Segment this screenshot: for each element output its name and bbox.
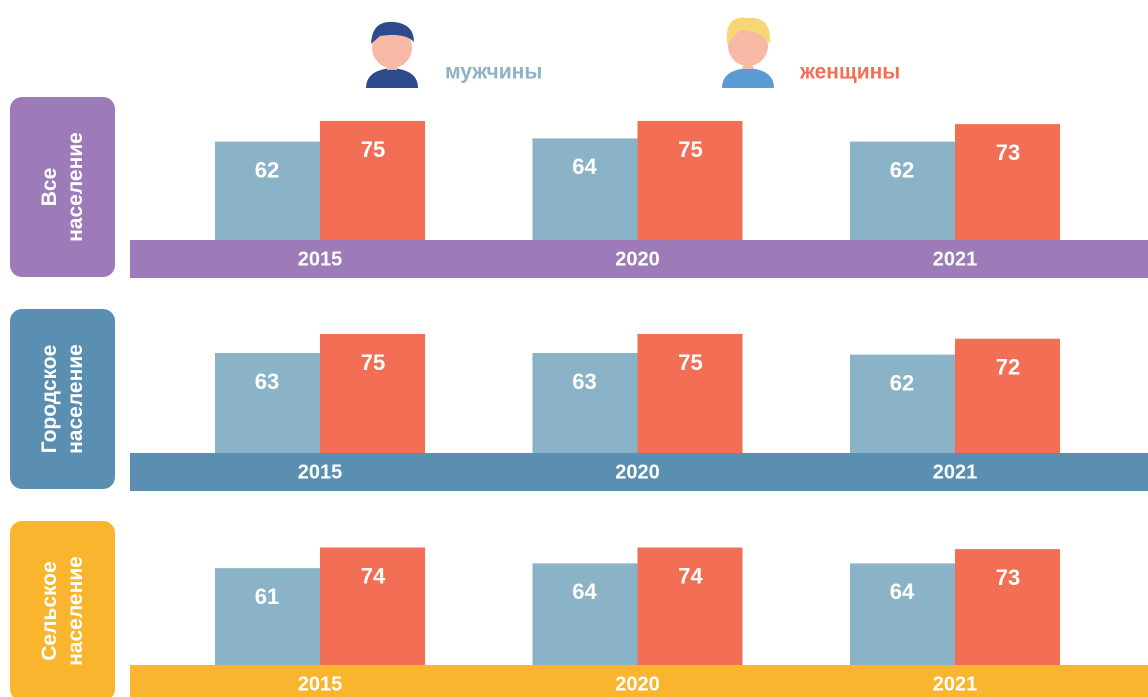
legend-label: мужчины: [445, 61, 542, 84]
value-label: 64: [890, 579, 915, 604]
value-label: 74: [361, 563, 386, 588]
panel-label-box: Все население: [10, 97, 115, 277]
year-label: 2021: [933, 248, 978, 270]
value-label: 72: [996, 355, 1020, 380]
bar: [532, 563, 638, 665]
bar: [637, 333, 743, 453]
value-label: 63: [255, 369, 279, 394]
panel-label-box: Сельское население: [10, 521, 115, 697]
bar: [850, 354, 955, 453]
bar: [850, 563, 955, 665]
value-label: 75: [678, 137, 702, 162]
bar: [955, 549, 1060, 665]
bar: [320, 547, 425, 665]
bar: [532, 352, 638, 453]
panel-title: Все население: [37, 132, 87, 242]
value-label: 73: [996, 140, 1020, 165]
value-label: 64: [572, 579, 597, 604]
panel-title: Городское население: [37, 344, 87, 454]
bar: [850, 141, 955, 240]
panel-title: Сельское население: [37, 556, 87, 666]
year-label: 2020: [615, 673, 660, 695]
year-label: 2020: [615, 461, 660, 483]
year-label: 2015: [298, 248, 343, 270]
male-icon: [366, 21, 418, 88]
value-label: 62: [890, 157, 914, 182]
year-label: 2021: [933, 461, 978, 483]
bar: [215, 352, 320, 453]
bar: [955, 338, 1060, 453]
year-label: 2021: [933, 673, 978, 695]
value-label: 64: [572, 154, 597, 179]
bar: [215, 141, 320, 240]
year-label: 2020: [615, 248, 660, 270]
panel-label-box: Городское население: [10, 309, 115, 489]
female-icon: [722, 17, 774, 88]
bar: [955, 124, 1060, 240]
bar: [320, 333, 425, 453]
value-label: 74: [678, 563, 703, 588]
value-label: 75: [678, 350, 702, 375]
legend-label: женщины: [799, 61, 900, 84]
year-strip: [130, 665, 1148, 697]
bar: [637, 120, 743, 240]
value-label: 63: [572, 369, 596, 394]
bar: [637, 547, 743, 665]
year-strip: [130, 240, 1148, 278]
value-label: 61: [255, 584, 279, 609]
bar: [215, 568, 320, 665]
bar: [320, 120, 425, 240]
year-label: 2015: [298, 461, 343, 483]
value-label: 75: [361, 137, 385, 162]
year-strip: [130, 453, 1148, 491]
value-label: 62: [890, 370, 914, 395]
value-label: 62: [255, 157, 279, 182]
bar: [532, 138, 638, 240]
value-label: 75: [361, 350, 385, 375]
value-label: 73: [996, 565, 1020, 590]
year-label: 2015: [298, 673, 343, 695]
